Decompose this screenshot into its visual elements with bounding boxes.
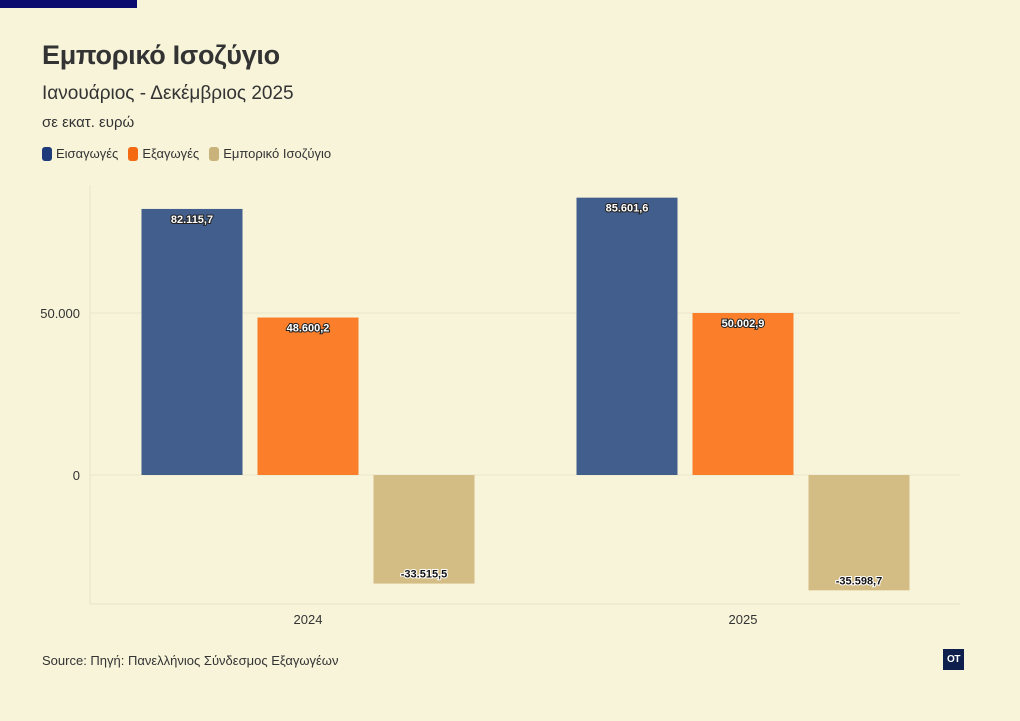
bar-2025-balance xyxy=(808,475,910,591)
legend-swatch-balance xyxy=(209,146,220,161)
bar-2025-imports xyxy=(576,197,678,475)
chart-subtitle: Ιανουάριος - Δεκέμβριος 2025 xyxy=(42,83,294,104)
bar-2024-balance xyxy=(373,475,475,584)
data-label: -35.598,7 xyxy=(836,575,882,587)
source-note: Source: Πηγή: Πανελλήνιος Σύνδεσμος Εξαγ… xyxy=(42,653,339,668)
chart-title: Εμπορικό Ισοζύγιο xyxy=(42,40,280,70)
legend-label-imports: Εισαγωγές xyxy=(56,146,119,161)
legend-item-exports[interactable]: Εξαγωγές xyxy=(128,146,199,161)
legend-label-balance: Εμπορικό Ισοζύγιο xyxy=(223,146,332,161)
legend-swatch-exports xyxy=(128,146,139,161)
y-tick-label: 50.000 xyxy=(40,306,80,321)
data-label: 50.002,9 xyxy=(722,318,765,330)
publisher-logo: OT xyxy=(943,649,964,670)
bar-2024-imports xyxy=(141,208,243,475)
legend-item-imports[interactable]: Εισαγωγές xyxy=(42,146,118,161)
legend-item-balance[interactable]: Εμπορικό Ισοζύγιο xyxy=(209,146,331,161)
x-tick-label: 2025 xyxy=(729,612,758,627)
data-label: -33.515,5 xyxy=(401,569,447,581)
data-label: 82.115,7 xyxy=(171,214,213,226)
legend-swatch-imports xyxy=(42,146,52,161)
chart-legend: Εισαγωγές Εξαγωγές Εμπορικό Ισοζύγιο xyxy=(42,146,331,161)
top-accent-bar xyxy=(0,0,137,8)
y-tick-label: 0 xyxy=(73,468,80,483)
bar-2025-exports xyxy=(692,312,794,475)
x-tick-label: 2024 xyxy=(294,612,323,627)
data-label: 48.600,2 xyxy=(287,323,330,335)
bar-2024-exports xyxy=(257,317,359,475)
data-label: 85.601,6 xyxy=(606,203,649,215)
legend-label-exports: Εξαγωγές xyxy=(142,146,200,161)
chart-unit-note: σε εκατ. ευρώ xyxy=(42,114,135,131)
